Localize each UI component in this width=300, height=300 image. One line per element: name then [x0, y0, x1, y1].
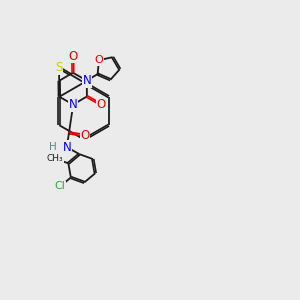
- Text: O: O: [94, 55, 103, 65]
- Text: CH₃: CH₃: [47, 154, 64, 163]
- Text: Cl: Cl: [55, 182, 65, 191]
- Text: N: N: [69, 98, 78, 111]
- Text: O: O: [68, 50, 77, 63]
- Text: H: H: [49, 142, 56, 152]
- Text: O: O: [81, 129, 90, 142]
- Text: N: N: [62, 141, 71, 154]
- Text: O: O: [97, 98, 106, 111]
- Text: S: S: [56, 61, 63, 74]
- Text: N: N: [82, 74, 91, 87]
